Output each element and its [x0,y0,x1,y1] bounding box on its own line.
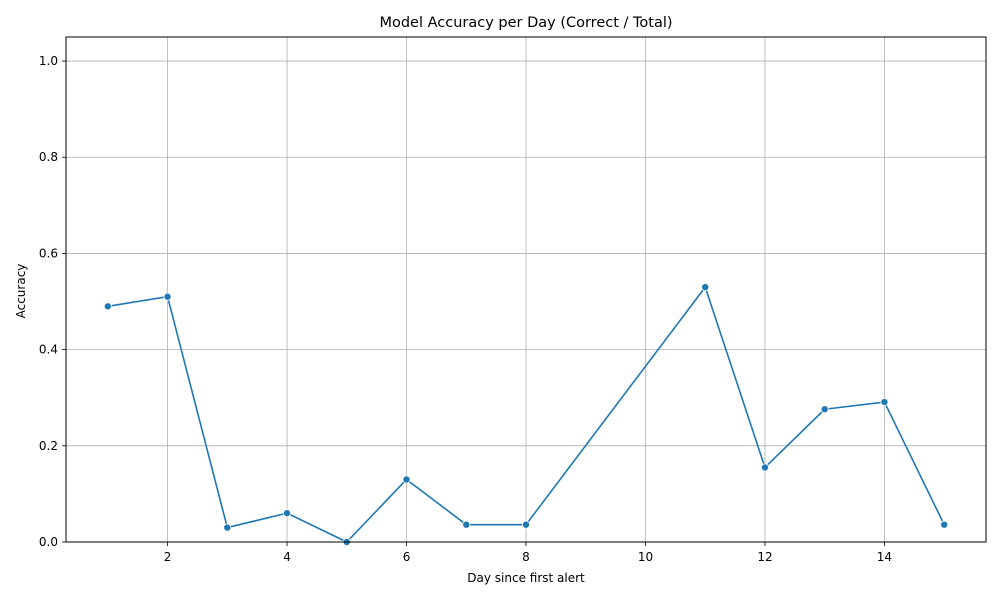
y-tick-label: 1.0 [39,54,58,68]
y-tick-label: 0.6 [39,246,58,260]
tick-layer: 2 4 6 8 10 12 14 0.0 0.2 0.4 0.6 0.8 1.0 [39,54,892,564]
data-point [163,292,172,301]
data-point [103,302,112,311]
x-tick-label: 12 [757,550,772,564]
y-tick-label: 0.8 [39,150,58,164]
x-tick-label: 8 [522,550,530,564]
data-point [283,509,292,518]
x-tick-label: 4 [283,550,291,564]
data-point [462,520,471,529]
chart-title: Model Accuracy per Day (Correct / Total) [379,15,672,31]
y-tick-label: 0.0 [39,535,58,549]
y-axis-label: Accuracy [14,264,28,319]
data-point [522,520,531,529]
data-point [701,283,710,292]
x-tick-label: 10 [638,550,653,564]
grid-layer [66,37,986,543]
data-point [760,463,769,472]
x-tick-label: 2 [164,550,172,564]
x-tick-label: 14 [877,550,892,564]
data-point [880,398,889,407]
y-tick-label: 0.2 [39,439,58,453]
data-point [223,523,232,532]
x-tick-label: 6 [403,550,411,564]
y-tick-label: 0.4 [39,343,58,357]
x-axis-label: Day since first alert [467,571,585,585]
data-point [940,520,949,529]
data-point [820,405,829,414]
data-point [402,475,411,484]
series-layer [103,283,949,547]
